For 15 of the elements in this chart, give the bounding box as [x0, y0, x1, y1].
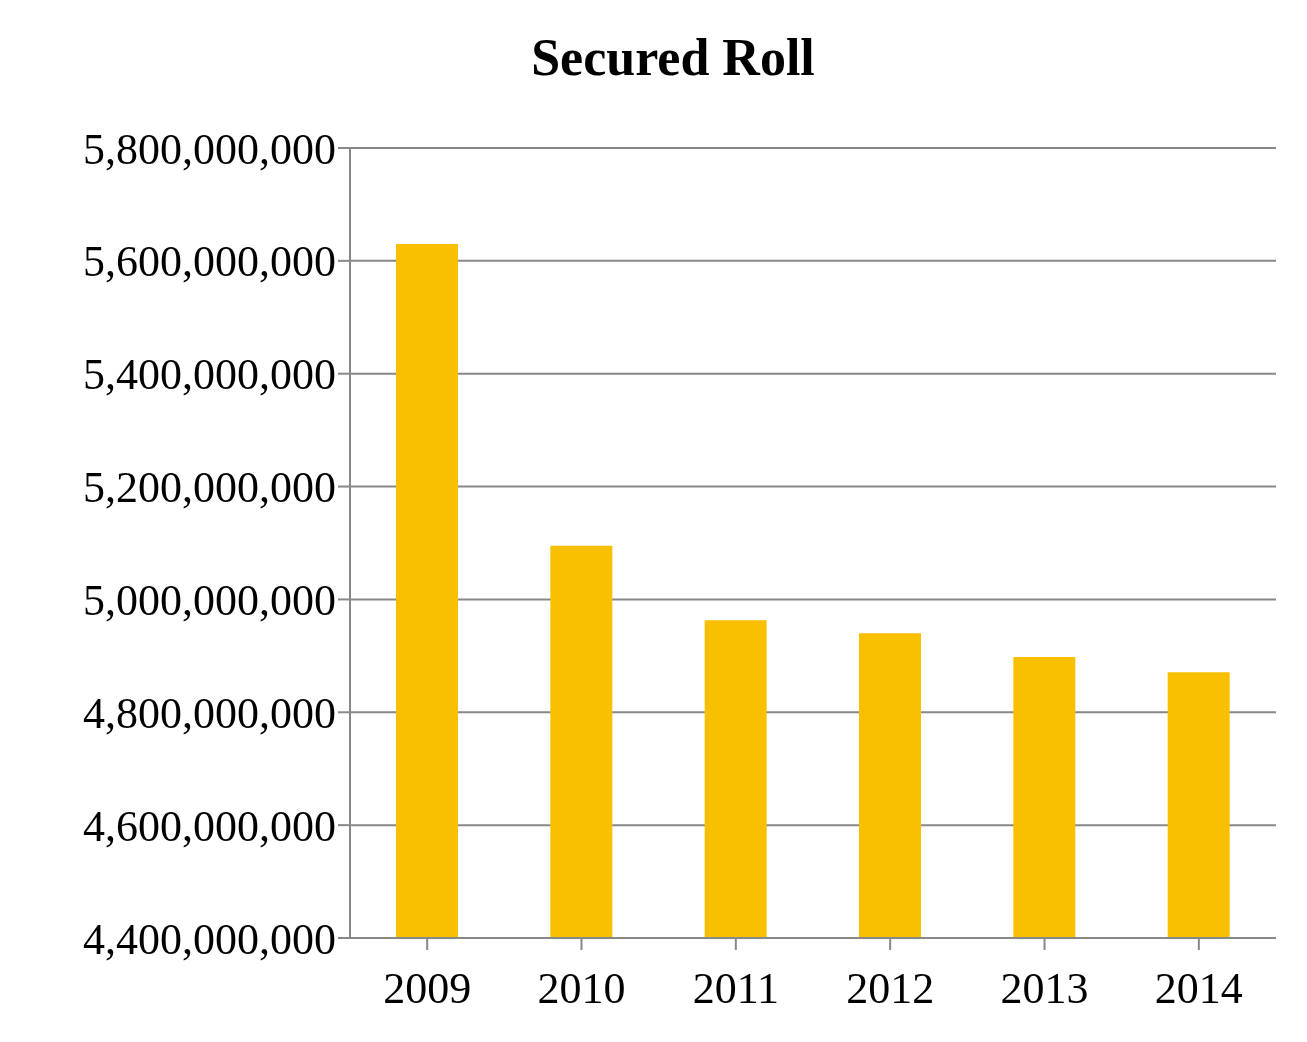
x-tick-label: 2013	[1000, 964, 1089, 1014]
y-tick-label: 5,000,000,000	[83, 576, 336, 626]
y-tick-label: 5,800,000,000	[83, 124, 336, 174]
x-tick-label: 2009	[383, 964, 472, 1014]
x-tick-label: 2011	[692, 964, 780, 1014]
x-tick-label: 2010	[537, 964, 626, 1014]
y-tick-label: 4,400,000,000	[83, 914, 336, 964]
chart-title: Secured Roll	[530, 28, 816, 88]
x-tick-label: 2014	[1154, 964, 1243, 1014]
y-tick-label: 5,400,000,000	[83, 350, 336, 400]
y-tick-label: 5,200,000,000	[83, 463, 336, 513]
y-tick-label: 5,600,000,000	[83, 237, 336, 287]
y-tick-label: 4,800,000,000	[83, 688, 336, 738]
x-tick-label: 2012	[846, 964, 935, 1014]
y-tick-label: 4,600,000,000	[83, 801, 336, 851]
